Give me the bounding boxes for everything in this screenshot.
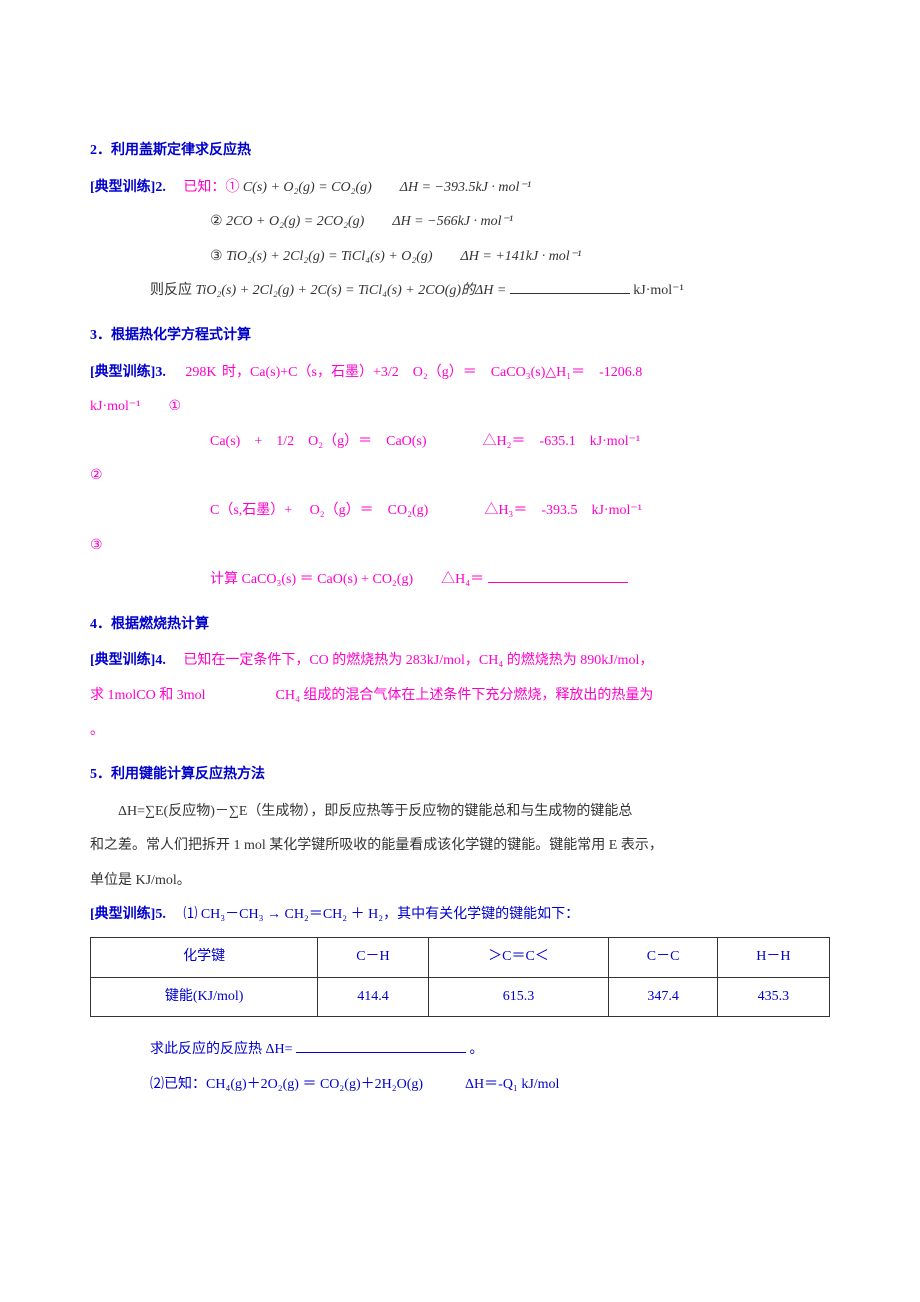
p2-conc-b: TiO₂(s) + 2Cl₂(g) + 2C(s) = TiCl₄(s) + 2…: [196, 283, 507, 298]
p5-q1-text: ⑴ CH₃－CH₃ → CH₂＝CH₂ ＋ H₂，其中有关化学键的键能如下：: [183, 907, 579, 922]
bond-energy-table: 化学键 C－H ＞C＝C＜ C－C H－H 键能(KJ/mol) 414.4 6…: [90, 937, 830, 1017]
p3-line4: 计算 CaCO₃(s) ＝ CaO(s) + CO₂(g) △H₄＝: [90, 567, 830, 594]
p5-q2a: 求此反应的反应热 ΔH=: [150, 1042, 293, 1057]
problem3-label: [典型训练]3.: [90, 365, 166, 380]
p5-body2: 和之差。常人们把拆开 1 mol 某化学键所吸收的能量看成该化学键的键能。键能常…: [90, 833, 830, 860]
th-1: C－H: [318, 938, 428, 978]
problem2-eq2-row: ② 2CO + O₂(g) = 2CO₂(g) ΔH = −566kJ · mo…: [90, 209, 830, 236]
p2-conc-a: 则反应: [150, 283, 192, 298]
problem2-label: [典型训练]2.: [90, 180, 166, 195]
section5-title: 5．利用键能计算反应热方法: [90, 762, 830, 789]
p5-q2: 求此反应的反应热 ΔH= 。: [90, 1037, 830, 1064]
val-0: 414.4: [318, 977, 428, 1017]
problem2-lead: [169, 180, 183, 195]
section3-title: 3．根据热化学方程式计算: [90, 323, 830, 350]
p5-blank: [296, 1038, 466, 1053]
p2-eq1: C(s) + O₂(g) = CO₂(g) ΔH = −393.5kJ · mo…: [243, 180, 531, 195]
problem4-label: [典型训练]4.: [90, 653, 166, 668]
p5-body1: ΔH=∑E(反应物)－∑E（生成物），即反应热等于反应物的键能总和与生成物的键能…: [90, 799, 830, 826]
table-row: 化学键 C－H ＞C＝C＜ C－C H－H: [91, 938, 830, 978]
th-0: 化学键: [91, 938, 318, 978]
p2-eq2-prefix: ②: [210, 214, 223, 229]
p4-l1: [169, 653, 183, 668]
p3-line1a: [171, 365, 185, 380]
val-3: 435.3: [717, 977, 829, 1017]
p5-q3: ⑵已知：CH₄(g)＋2O₂(g) ＝ CO₂(g)＋2H₂O(g) ΔH＝-Q…: [90, 1072, 830, 1099]
p2-eq3: TiO₂(s) + 2Cl₂(g) = TiCl₄(s) + O₂(g) ΔH …: [226, 249, 581, 264]
p5-q2b: 。: [470, 1042, 484, 1057]
problem5-label: [典型训练]5.: [90, 907, 166, 922]
p3-l1a: 298K 时，Ca(s)+C（s，石墨）+3/2 O₂（g）＝ CaCO₃(s)…: [185, 365, 642, 380]
th-2: ＞C＝C＜: [428, 938, 609, 978]
row-label: 键能(KJ/mol): [91, 977, 318, 1017]
p2-lead: 已知：①: [183, 180, 239, 195]
p4-dot: 。: [90, 718, 830, 745]
p5-body3: 单位是 KJ/mol。: [90, 868, 830, 895]
p2-conc-c: kJ·mol⁻¹: [633, 283, 683, 298]
p3-line2: Ca(s) + 1/2 O₂（g）＝ CaO(s) △H₂＝ -635.1 kJ…: [90, 429, 830, 456]
p3-line1b: kJ·mol⁻¹ ①: [90, 394, 830, 421]
p4-line2: 求 1molCO 和 3mol CH₄ 组成的混合气体在上述条件下充分燃烧，释放…: [90, 683, 830, 710]
val-1: 615.3: [428, 977, 609, 1017]
th-4: H－H: [717, 938, 829, 978]
problem4-line1: [典型训练]4. 已知在一定条件下，CO 的燃烧热为 283kJ/mol，CH₄…: [90, 648, 830, 675]
p3-circ3: ③: [90, 533, 830, 560]
p2-blank: [510, 279, 630, 294]
section2-title: 2．利用盖斯定律求反应热: [90, 138, 830, 165]
th-3: C－C: [609, 938, 717, 978]
problem5-q1: [典型训练]5. ⑴ CH₃－CH₃ → CH₂＝CH₂ ＋ H₂，其中有关化学…: [90, 902, 830, 929]
problem2-eq3-row: ③ TiO₂(s) + 2Cl₂(g) = TiCl₄(s) + O₂(g) Δ…: [90, 244, 830, 271]
val-2: 347.4: [609, 977, 717, 1017]
problem3-line1: [典型训练]3. 298K 时，Ca(s)+C（s，石墨）+3/2 O₂（g）＝…: [90, 360, 830, 387]
problem2-conclusion: 则反应 TiO₂(s) + 2Cl₂(g) + 2C(s) = TiCl₄(s)…: [90, 278, 830, 305]
p3-line3: C（s,石墨）+ O₂（g）＝ CO₂(g) △H₃＝ -393.5 kJ·mo…: [90, 498, 830, 525]
p3-blank: [488, 568, 628, 583]
p2-eq2: 2CO + O₂(g) = 2CO₂(g) ΔH = −566kJ · mol⁻…: [226, 214, 513, 229]
p5-q1: [169, 907, 183, 922]
section4-title: 4．根据燃烧热计算: [90, 612, 830, 639]
p3-circ2: ②: [90, 463, 830, 490]
problem2-line1: [典型训练]2. 已知：① C(s) + O₂(g) = CO₂(g) ΔH =…: [90, 175, 830, 202]
p2-eq3-prefix: ③: [210, 249, 223, 264]
table-row: 键能(KJ/mol) 414.4 615.3 347.4 435.3: [91, 977, 830, 1017]
p4-line1-text: 已知在一定条件下，CO 的燃烧热为 283kJ/mol，CH₄ 的燃烧热为 89…: [183, 653, 653, 668]
p3-l4a: 计算 CaCO₃(s) ＝ CaO(s) + CO₂(g) △H₄＝: [210, 572, 484, 587]
